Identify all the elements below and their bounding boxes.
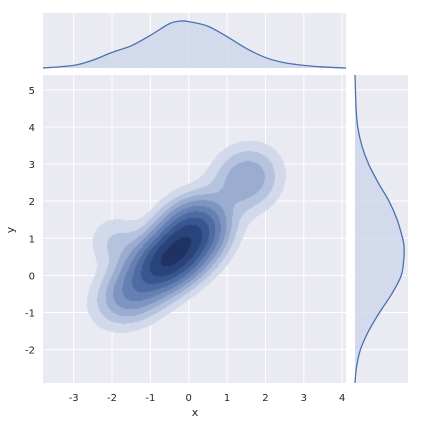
x-tick-label: -2 [107, 393, 117, 404]
joint-kde-panel [43, 75, 346, 383]
x-tick-label: -1 [145, 393, 155, 404]
y-tick-labels: -2 -1 0 1 2 3 4 5 [25, 86, 35, 357]
y-tick-label: 3 [29, 160, 35, 171]
x-tick-label: 0 [186, 393, 192, 404]
y-marginal-density-area [355, 75, 405, 383]
y-tick-label: 1 [29, 234, 35, 245]
x-marginal-panel [42, 13, 347, 69]
y-tick-label: 0 [29, 271, 35, 282]
x-tick-label: 4 [339, 393, 345, 404]
y-tick-label: -2 [25, 346, 35, 357]
x-tick-label: 2 [262, 393, 268, 404]
density-contour-fill [43, 75, 346, 383]
y-tick-label: -1 [25, 308, 35, 319]
x-tick-label: -3 [69, 393, 79, 404]
x-axis-label: x [192, 406, 199, 419]
y-tick-label: 2 [29, 197, 35, 208]
y-marginal-density-line [354, 74, 405, 384]
x-tick-label: 1 [224, 393, 230, 404]
y-tick-label: 4 [29, 123, 35, 134]
x-tick-labels: -3 -2 -1 0 1 2 3 4 [69, 393, 346, 404]
x-tick-label: 3 [301, 393, 307, 404]
x-marginal-density-area [43, 20, 346, 68]
x-marginal-density-line [42, 20, 347, 69]
y-marginal-panel [354, 74, 408, 384]
y-axis-label: y [4, 226, 17, 233]
y-tick-label: 5 [29, 86, 35, 97]
